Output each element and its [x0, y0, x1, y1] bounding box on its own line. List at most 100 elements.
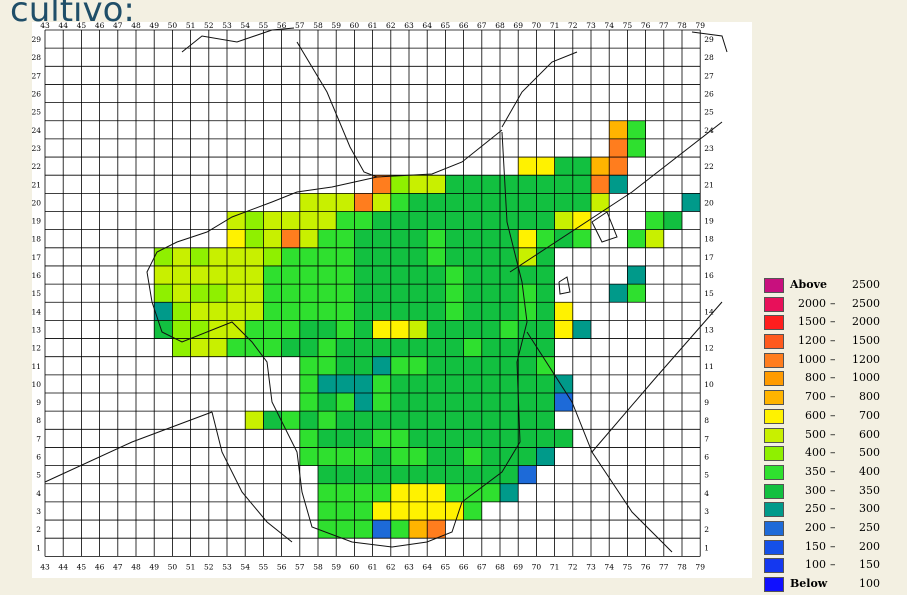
grid-cell [500, 393, 519, 412]
y-tick-label: 5 [704, 471, 709, 480]
y-tick-label: 16 [704, 271, 714, 280]
grid-cell [500, 465, 519, 484]
y-tick-label: 7 [36, 434, 41, 443]
grid-cell [463, 393, 482, 412]
grid-cell [536, 229, 555, 248]
y-tick-label: 18 [704, 235, 714, 244]
grid-cell [609, 157, 628, 176]
x-tick-label: 70 [532, 562, 542, 571]
legend-label: 600 [805, 408, 826, 422]
x-tick-label: 72 [568, 562, 578, 571]
coastline [296, 41, 378, 178]
grid-cell [554, 175, 573, 194]
grid-cell [154, 284, 173, 303]
legend-item: 400– 500 [764, 445, 904, 464]
grid-cell [591, 157, 610, 176]
grid-cell [263, 265, 282, 285]
y-tick-label: 14 [32, 307, 41, 316]
legend-label: 150 [805, 539, 826, 553]
legend-dash: – [830, 464, 836, 478]
y-tick-label: 17 [32, 253, 41, 262]
grid-cell [336, 302, 355, 321]
x-tick-label: 63 [404, 562, 414, 571]
grid-cell [445, 175, 464, 194]
x-tick-label: 69 [513, 22, 523, 30]
grid-cell [427, 447, 446, 466]
grid-cell [190, 338, 209, 357]
x-tick-label: 46 [95, 562, 105, 571]
y-tick-label: 23 [704, 144, 714, 153]
grid-cell [518, 193, 537, 212]
grid-cell [554, 374, 573, 393]
y-tick-label: 19 [704, 217, 714, 226]
x-tick-label: 78 [677, 22, 687, 30]
grid-cell [281, 302, 300, 321]
grid-cell [372, 247, 391, 266]
grid-cell [627, 120, 646, 139]
x-tick-label: 48 [131, 562, 141, 571]
grid-cell [554, 211, 573, 230]
border-line [591, 301, 723, 453]
grid-cell [645, 229, 664, 248]
grid-cell [409, 356, 428, 375]
grid-cell [372, 193, 391, 212]
grid-cell [536, 211, 555, 230]
grid-cell [518, 265, 537, 285]
grid-cell [281, 265, 300, 285]
x-tick-label: 44 [58, 22, 68, 30]
y-tick-label: 16 [32, 271, 41, 280]
x-tick-label: 76 [641, 22, 651, 30]
grid-cell [245, 247, 264, 266]
grid-cell [481, 356, 500, 375]
grid-cell [390, 247, 409, 266]
y-tick-label: 15 [32, 289, 41, 298]
x-tick-label: 49 [149, 22, 159, 30]
legend-dash: – [830, 446, 836, 460]
legend-dash: – [830, 352, 836, 366]
grid-cell [299, 356, 318, 375]
legend-label: 250 [805, 502, 826, 516]
grid-cell [500, 320, 519, 339]
legend-swatch [764, 520, 784, 536]
grid-cell [354, 447, 373, 466]
x-tick-label: 68 [495, 22, 505, 30]
grid-cell [445, 483, 464, 502]
x-tick-label: 47 [113, 562, 123, 571]
grid-cell [390, 193, 409, 212]
grid-cell [372, 265, 391, 285]
grid-cell [372, 356, 391, 375]
grid-cell [299, 229, 318, 248]
y-tick-label: 24 [32, 126, 41, 135]
x-tick-label: 66 [459, 22, 469, 30]
grid-cell [427, 302, 446, 321]
x-tick-label: 72 [568, 22, 578, 30]
y-tick-label: 8 [36, 416, 41, 425]
x-tick-label: 57 [295, 562, 305, 571]
territory-outline [146, 131, 528, 548]
grid-cell [445, 501, 464, 521]
grid-cell [281, 320, 300, 339]
grid-cell [336, 374, 355, 393]
x-tick-label: 57 [295, 22, 305, 30]
grid-cell [518, 320, 537, 339]
grid-cell [463, 465, 482, 484]
x-tick-label: 61 [368, 562, 378, 571]
grid-cell [318, 193, 337, 212]
grid-cell [500, 265, 519, 285]
grid-cell [281, 211, 300, 230]
grid-cell [427, 229, 446, 248]
grid-cell [500, 338, 519, 357]
grid-cell [227, 229, 246, 248]
legend-item: Below 100 [764, 576, 904, 595]
x-tick-label: 43 [40, 562, 50, 571]
grid-cell [336, 393, 355, 412]
grid-cell [554, 157, 573, 176]
grid-cell [536, 157, 555, 176]
grid-cell [463, 265, 482, 285]
grid-cell [372, 374, 391, 393]
grid-cell [208, 265, 227, 285]
grid-cell [409, 284, 428, 303]
grid-cell [409, 501, 428, 521]
grid-cell [481, 175, 500, 194]
x-tick-label: 74 [604, 22, 614, 30]
